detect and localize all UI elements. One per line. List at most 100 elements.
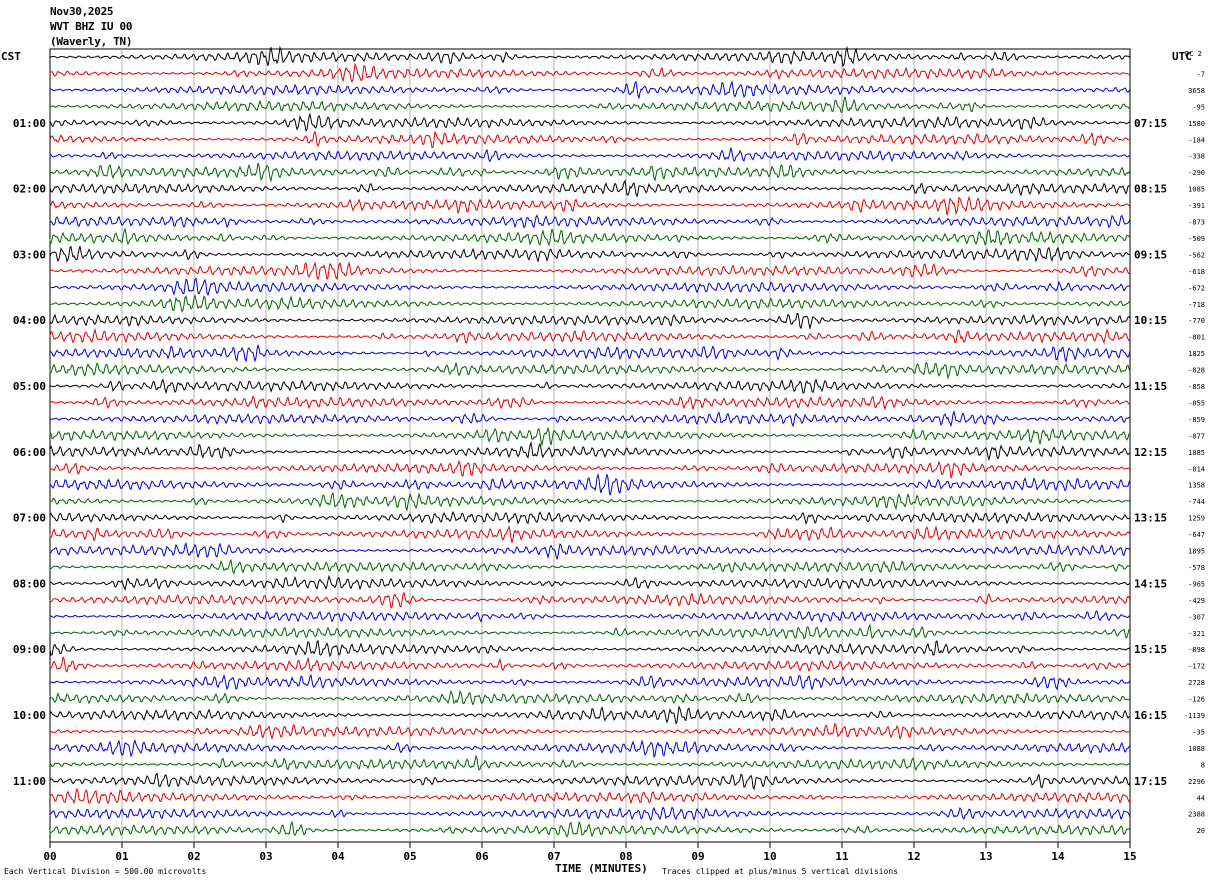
row-mean-label: -578 — [1188, 564, 1205, 572]
row-mean-label: -744 — [1188, 498, 1205, 506]
right-hour-label: 07:15 — [1134, 117, 1167, 130]
right-hour-label: 14:15 — [1134, 577, 1167, 590]
x-tick-label-01: 01 — [115, 850, 129, 863]
trace-row-26 — [49, 472, 1131, 496]
trace-row-47 — [49, 820, 1131, 839]
footer-scale: Each Vertical Division = 500.00 microvol… — [4, 867, 206, 876]
x-axis-ticks: 00 01 02 03 04 05 06 07 08 09 10 11 12 13 14 15 — [43, 842, 1137, 863]
trace-row-4 — [49, 112, 1131, 132]
left-hour-label: 02:00 — [13, 183, 46, 196]
trace-row-11 — [49, 227, 1131, 247]
trace-row-12 — [49, 245, 1131, 263]
left-hour-label: 07:00 — [13, 512, 46, 525]
row-mean-label: -877 — [1188, 432, 1205, 440]
row-mean-labels: -7 3658 -95 1580 -184 -338 -290 1085 -391 -873 -50… — [1184, 70, 1205, 835]
right-hour-label: 12:15 — [1134, 446, 1167, 459]
row-mean-label: -321 — [1188, 630, 1205, 638]
x-tick-label-02: 02 — [187, 850, 200, 863]
row-mean-label: 1088 — [1188, 745, 1205, 753]
trace-row-3 — [49, 96, 1131, 114]
row-mean-label: 2296 — [1188, 778, 1205, 786]
row-mean-label: 2388 — [1188, 811, 1205, 819]
minute-gridlines — [121, 49, 1059, 842]
trace-row-29 — [49, 524, 1131, 545]
row-mean-label: -770 — [1188, 317, 1205, 325]
x-tick-label-03: 03 — [259, 850, 272, 863]
trace-row-23 — [49, 426, 1130, 447]
row-mean-label: -855 — [1188, 399, 1205, 407]
left-hour-label: 10:00 — [13, 709, 46, 722]
row-mean-label: -965 — [1188, 580, 1205, 588]
trace-row-46 — [49, 806, 1131, 822]
x-tick-label-08: 08 — [619, 850, 632, 863]
row-mean-label: -672 — [1188, 284, 1205, 292]
trace-row-33 — [49, 591, 1131, 609]
row-mean-label: 1580 — [1188, 120, 1205, 128]
dc-value: 2 — [1197, 50, 1202, 58]
row-mean-label: -172 — [1188, 663, 1205, 671]
row-mean-label: 1358 — [1188, 482, 1205, 490]
right-hour-label: 17:15 — [1134, 775, 1167, 788]
trace-row-37 — [49, 655, 1131, 673]
row-mean-label: -814 — [1188, 465, 1205, 473]
left-hour-label: 04:00 — [13, 314, 46, 327]
trace-row-36 — [49, 639, 1131, 658]
trace-row-9 — [49, 196, 1131, 216]
row-mean-label: 20 — [1197, 827, 1205, 835]
trace-row-15 — [49, 294, 1131, 313]
right-hour-label: 16:15 — [1134, 709, 1167, 722]
row-mean-label: 1895 — [1188, 548, 1205, 556]
row-mean-label: -290 — [1188, 169, 1205, 177]
row-mean-label: -338 — [1188, 153, 1205, 161]
trace-row-6 — [49, 146, 1131, 163]
row-mean-label: -1139 — [1184, 712, 1205, 720]
row-mean-label: -858 — [1188, 383, 1205, 391]
plot-frame — [49, 48, 1131, 843]
dc-label-text: DC — [1185, 50, 1194, 58]
header-date: Nov30,2025 — [50, 5, 114, 18]
row-mean-label: -718 — [1188, 301, 1205, 309]
x-tick-label-12: 12 — [907, 850, 920, 863]
trace-row-2 — [49, 80, 1131, 100]
x-tick-label-11: 11 — [835, 850, 849, 863]
row-mean-label: -509 — [1188, 235, 1205, 243]
right-hour-label: 15:15 — [1134, 643, 1167, 656]
right-hour-label: 08:15 — [1134, 183, 1167, 196]
trace-row-27 — [49, 492, 1131, 512]
trace-row-35 — [49, 623, 1131, 640]
trace-row-43 — [49, 754, 1131, 771]
trace-row-1 — [49, 62, 1131, 84]
left-hour-label: 06:00 — [13, 446, 46, 459]
x-tick-label-04: 04 — [331, 850, 345, 863]
row-mean-label: 1885 — [1188, 449, 1205, 457]
x-tick-label-05: 05 — [403, 850, 416, 863]
trace-row-22 — [49, 409, 1131, 428]
row-mean-label: -95 — [1192, 103, 1205, 111]
row-mean-label: 2728 — [1188, 679, 1205, 687]
trace-row-19 — [49, 361, 1131, 380]
row-mean-label: -898 — [1188, 646, 1205, 654]
trace-row-40 — [49, 705, 1131, 725]
row-mean-label: -647 — [1188, 531, 1205, 539]
x-tick-label-09: 09 — [691, 850, 704, 863]
right-hour-label: 13:15 — [1134, 512, 1167, 525]
row-mean-label: -562 — [1188, 251, 1205, 259]
left-hour-label: 01:00 — [13, 117, 46, 130]
left-hour-label: 11:00 — [13, 775, 46, 788]
trace-row-39 — [49, 689, 1131, 706]
row-mean-label: -801 — [1188, 334, 1205, 342]
footer-scale-text: Each Vertical Division = 500.00 microvol… — [4, 867, 207, 876]
trace-row-42 — [49, 739, 1131, 758]
row-mean-label: -429 — [1188, 597, 1205, 605]
trace-row-24 — [49, 440, 1131, 462]
row-mean-label: 3658 — [1188, 87, 1205, 95]
trace-row-0 — [49, 45, 1131, 68]
trace-row-41 — [49, 722, 1131, 741]
x-axis-label: TIME (MINUTES) — [555, 862, 648, 875]
row-mean-label: -828 — [1188, 367, 1205, 375]
trace-row-7 — [49, 162, 1131, 183]
trace-row-34 — [49, 610, 1131, 623]
trace-row-45 — [49, 787, 1131, 805]
x-tick-label-06: 06 — [475, 850, 489, 863]
